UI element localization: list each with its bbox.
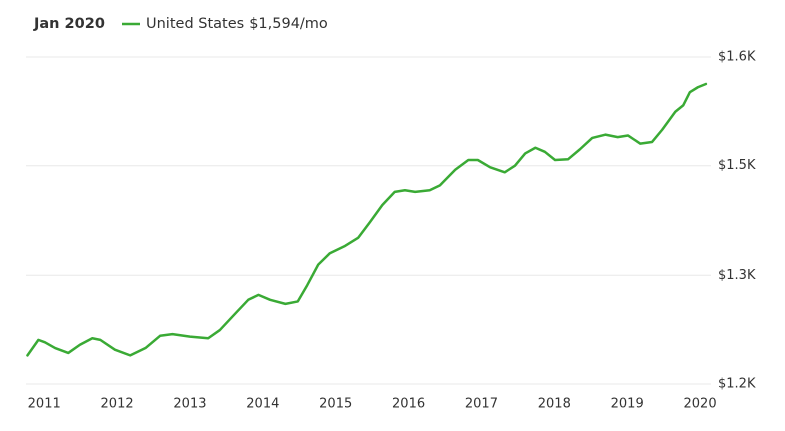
x-tick-label: 2017 xyxy=(465,397,498,412)
x-tick-label: 2012 xyxy=(101,397,134,412)
chart-title: Jan 2020 xyxy=(33,16,105,32)
line xyxy=(26,82,708,357)
x-tick-label: 2016 xyxy=(392,397,425,412)
x-tick-label: 2018 xyxy=(538,397,571,412)
legend-value: $1,594/mo xyxy=(249,16,328,32)
x-tick-label: 2015 xyxy=(319,397,352,412)
x-tick-label: 2019 xyxy=(611,397,644,412)
x-tick-label: 2013 xyxy=(173,397,206,412)
y-tick-label: $1.5K xyxy=(718,158,756,173)
x-tick-label: 2020 xyxy=(684,397,717,412)
y-tick-label: $1.3K xyxy=(718,268,756,283)
x-tick-label: 2011 xyxy=(28,397,61,412)
y-tick-label: $1.6K xyxy=(718,50,756,65)
y-tick-label: $1.2K xyxy=(718,377,756,392)
legend-label: United States xyxy=(146,16,244,32)
x-tick-label: 2014 xyxy=(246,397,279,412)
